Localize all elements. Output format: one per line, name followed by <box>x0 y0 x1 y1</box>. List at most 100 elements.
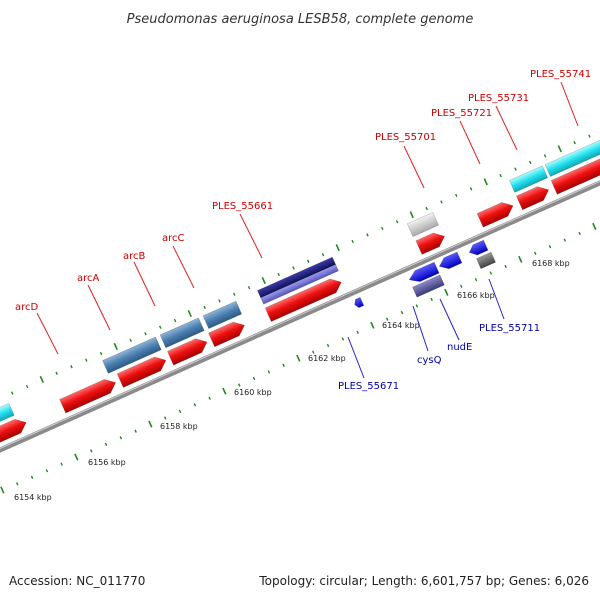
upper-track-tick <box>440 200 443 204</box>
upper-track-tick <box>381 226 384 230</box>
genome-title: Pseudomonas aeruginosa LESB58, complete … <box>127 12 474 27</box>
upper-track-tick <box>483 178 488 186</box>
tick-label-6158: 6158 kbp <box>160 422 198 431</box>
genome-backbone <box>0 164 600 463</box>
leader-arcd <box>36 312 59 355</box>
lower-track-tick <box>444 288 449 296</box>
upper-track-tick <box>70 365 73 369</box>
lower-track-tick <box>30 475 34 479</box>
label-ples-55661[interactable]: PLES_55661 <box>212 201 273 212</box>
upper-track-tick <box>529 160 532 165</box>
genome-summary: Topology: circular; Length: 6,601,757 bp… <box>258 574 589 588</box>
leader-ples-55741 <box>560 81 579 127</box>
upper-track-tick <box>129 338 132 343</box>
upper-track-tick <box>499 173 502 178</box>
leader-ples-55701 <box>403 145 425 189</box>
feat-ples-55731[interactable] <box>509 165 549 193</box>
upper-track-tick <box>588 134 591 138</box>
label-nude[interactable]: nudE <box>447 342 472 353</box>
label-ples-55731[interactable]: PLES_55731 <box>468 93 529 104</box>
feat-cysq[interactable] <box>412 274 445 298</box>
lower-track-tick <box>90 449 93 453</box>
lower-track-tick <box>208 396 211 400</box>
leader-ples-55671 <box>347 336 365 379</box>
tick-label-6166: 6166 kbp <box>457 291 495 300</box>
label-ples-55711[interactable]: PLES_55711 <box>479 323 540 334</box>
upper-tick-track <box>11 134 591 395</box>
tick-label-6162: 6162 kbp <box>308 354 346 363</box>
lower-track-tick <box>548 245 552 249</box>
leader-arca <box>87 284 111 331</box>
lower-track-tick <box>578 231 581 236</box>
cds-arcd[interactable] <box>59 376 119 414</box>
cds-ples-55741[interactable] <box>550 144 600 195</box>
label-cysq[interactable]: cysQ <box>417 355 442 366</box>
lower-track-tick <box>252 376 256 381</box>
upper-track-tick <box>25 384 29 389</box>
cds-ples-55711-b[interactable] <box>476 251 496 270</box>
label-ples-55701[interactable]: PLES_55701 <box>375 132 436 143</box>
label-arcd[interactable]: arcD <box>15 302 39 313</box>
lower-track-tick <box>533 251 537 255</box>
upper-track-tick <box>335 244 340 252</box>
label-arcc[interactable]: arcC <box>162 233 185 244</box>
lower-track-tick <box>341 337 345 341</box>
lower-track-tick <box>104 442 108 447</box>
lower-track-tick <box>489 271 493 275</box>
cds-arcb[interactable] <box>167 335 210 366</box>
lower-track-tick <box>119 436 123 440</box>
cds-ples-55731[interactable] <box>516 183 551 211</box>
upper-track-tick <box>395 220 399 224</box>
cds-ples-55711-a[interactable] <box>467 239 489 257</box>
feat-ples-55661-b[interactable] <box>260 264 339 305</box>
feat-ples-55701[interactable] <box>406 211 439 237</box>
cds-ples-55721[interactable] <box>476 199 516 228</box>
cds-ples-55661[interactable] <box>264 275 344 322</box>
upper-track-tick <box>144 332 147 336</box>
upper-track-tick <box>307 259 310 263</box>
upper-track-tick <box>99 351 103 356</box>
upper-track-tick <box>543 154 547 158</box>
leader-nude <box>439 298 460 341</box>
feat-arcb[interactable] <box>159 317 205 349</box>
cds-ples-55671[interactable] <box>353 296 365 308</box>
label-ples-55671[interactable]: PLES_55671 <box>338 381 399 392</box>
tick-label-6168: 6168 kbp <box>532 259 570 268</box>
cds-arca[interactable] <box>116 353 169 388</box>
lower-track-tick <box>193 403 197 407</box>
lower-track-tick <box>163 416 167 420</box>
accession-text: Accession: NC_011770 <box>9 574 145 588</box>
label-ples-55741[interactable]: PLES_55741 <box>530 69 591 80</box>
upper-track-tick <box>557 145 562 153</box>
leader-ples-55661 <box>239 213 263 259</box>
lower-track-tick <box>400 310 404 315</box>
feat-left-edge[interactable] <box>0 402 15 429</box>
upper-track-tick <box>173 318 177 323</box>
upper-track-tick <box>39 375 44 383</box>
upper-track-tick <box>455 193 458 198</box>
cds-nude[interactable] <box>437 251 463 272</box>
lower-track-tick <box>504 264 507 269</box>
label-ples-55721[interactable]: PLES_55721 <box>431 108 492 119</box>
label-arcb[interactable]: arcB <box>123 251 146 262</box>
upper-track-tick <box>573 141 576 145</box>
tick-label-6160: 6160 kbp <box>234 388 272 397</box>
lower-track-tick <box>237 383 241 387</box>
cds-left-edge[interactable] <box>0 416 29 446</box>
leader-ples-55711 <box>488 278 505 320</box>
cds-ples-55701[interactable] <box>415 229 448 255</box>
lower-track-tick <box>296 354 301 362</box>
tick-labels: 6168 kbp 6166 kbp 6164 kbp 6162 kbp 6160… <box>14 259 570 502</box>
label-arca[interactable]: arcA <box>77 273 100 284</box>
lower-track-tick <box>45 469 49 473</box>
cds-cysq[interactable] <box>407 261 440 285</box>
feat-arcc[interactable] <box>202 300 243 329</box>
lower-track-tick <box>148 420 153 428</box>
lower-track-tick <box>0 486 5 494</box>
cds-arcc[interactable] <box>208 318 248 348</box>
upper-track-tick <box>261 277 266 285</box>
upper-track-tick <box>218 299 221 303</box>
leader-arcb <box>133 261 156 307</box>
feat-arca[interactable] <box>102 336 162 374</box>
